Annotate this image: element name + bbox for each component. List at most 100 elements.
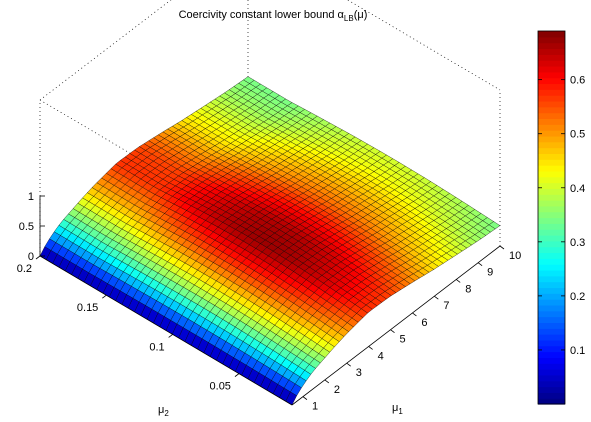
mu1-tick — [368, 346, 373, 350]
colorbar: 0.1 0.2 0.3 0.4 0.5 0.6 — [537, 30, 585, 405]
mu1-tick-label: 1 — [312, 401, 318, 413]
mu1-tick-label: 4 — [378, 350, 384, 362]
colorbar-band — [538, 351, 565, 358]
colorbar-band — [538, 135, 565, 143]
colorbar-band — [538, 211, 565, 219]
colorbar-tick-label: 0.6 — [570, 75, 585, 87]
colorbar-band — [538, 31, 565, 38]
colorbar-band — [538, 264, 565, 271]
mu1-tick — [346, 362, 351, 367]
mu2-axis-line — [39, 255, 293, 406]
colorbar-band — [538, 269, 565, 277]
colorbar-tick-label: 0.1 — [570, 345, 585, 357]
colorbar-band — [538, 357, 565, 364]
chart-title: Coercivity constant lower bound αLB(μ) — [179, 9, 368, 23]
colorbar-band — [538, 293, 565, 300]
colorbar-band — [538, 392, 565, 399]
mu1-tick-label: 3 — [356, 367, 362, 379]
colorbar-band — [538, 386, 565, 393]
chart-title-main: Coercivity constant lower bound α — [179, 9, 345, 21]
mu2-tick — [35, 255, 41, 260]
colorbar-band — [538, 118, 565, 125]
colorbar-band — [538, 310, 565, 318]
colorbar-band — [538, 170, 565, 178]
colorbar-band — [538, 182, 565, 189]
mu1-tick — [434, 295, 439, 300]
surface-mesh — [39, 76, 501, 406]
colorbar-band — [538, 322, 565, 329]
colorbar-band — [538, 188, 565, 195]
mu1-tick — [477, 262, 483, 267]
colorbar-band — [538, 65, 565, 73]
mu1-tick-label: 9 — [487, 267, 493, 279]
mu1-tick-label: 5 — [400, 334, 406, 346]
colorbar-band — [538, 328, 565, 335]
colorbar-band — [538, 176, 565, 184]
mu2-tick-label: 0.2 — [17, 263, 32, 275]
colorbar-band — [538, 217, 565, 224]
colorbar-band — [538, 234, 565, 242]
colorbar-band — [538, 275, 565, 283]
colorbar-band — [538, 281, 565, 289]
colorbar-band — [538, 77, 565, 85]
colorbar-band — [538, 147, 565, 154]
z-tick-label: 0.5 — [19, 221, 34, 233]
colorbar-band — [538, 42, 565, 50]
colorbar-band — [538, 153, 565, 160]
colorbar-band — [538, 287, 565, 294]
mu2-axis-label: μ2 — [158, 404, 169, 417]
colorbar-band — [538, 240, 565, 248]
mu2-tick-label: 0.15 — [77, 302, 98, 314]
mu1-tick — [324, 379, 330, 384]
colorbar-band — [538, 54, 565, 61]
colorbar-band — [538, 380, 565, 388]
colorbar-band — [538, 48, 565, 55]
mu2-axis-label-subscript: 2 — [164, 409, 169, 417]
colorbar-band — [538, 200, 565, 207]
chart-title-suffix: (μ) — [354, 9, 368, 21]
mu1-tick-label: 10 — [509, 250, 521, 262]
colorbar-band — [538, 369, 565, 376]
colorbar-band — [538, 89, 565, 96]
colorbar-band — [538, 112, 565, 120]
colorbar-band — [538, 100, 565, 108]
colorbar-band — [538, 363, 565, 370]
colorbar-band — [538, 130, 565, 137]
plot-box-back-edges — [39, 0, 501, 256]
colorbar-frame — [537, 30, 566, 405]
colorbar-band — [538, 304, 565, 312]
colorbar-band — [538, 36, 565, 44]
colorbar-band — [538, 60, 565, 67]
colorbar-band — [538, 165, 565, 172]
mu1-tick-label: 8 — [465, 283, 471, 295]
box-edge-line — [39, 99, 293, 250]
mu2-tick-label: 0.1 — [149, 341, 164, 353]
colorbar-band — [538, 141, 565, 149]
colorbar-band — [538, 246, 565, 254]
colorbar-tick-label: 0.4 — [570, 183, 585, 195]
colorbar-band — [538, 223, 565, 230]
mu1-axis-label-subscript: 1 — [398, 407, 403, 416]
colorbar-band — [538, 159, 565, 166]
colorbar-band — [538, 83, 565, 90]
z-tick-label: 1 — [28, 191, 34, 203]
mu2-tick — [102, 294, 107, 299]
mu1-tick — [412, 312, 417, 317]
colorbar-band — [538, 299, 565, 306]
mu1-tick-label: 2 — [334, 384, 340, 396]
colorbar-band — [538, 106, 565, 114]
mu2-tick — [168, 334, 173, 338]
colorbar-band — [538, 398, 565, 405]
colorbar-tick-label: 0.3 — [570, 237, 585, 249]
mu1-tick — [455, 279, 461, 283]
colorbar-band — [538, 124, 565, 131]
mu1-tick-label: 6 — [421, 317, 427, 329]
mu1-tick — [499, 245, 505, 250]
colorbar-band — [538, 95, 565, 102]
mu1-axis-label: μ1 — [392, 402, 403, 416]
chart-title-subscript: LB — [344, 14, 354, 23]
colorbar-band — [538, 258, 565, 265]
